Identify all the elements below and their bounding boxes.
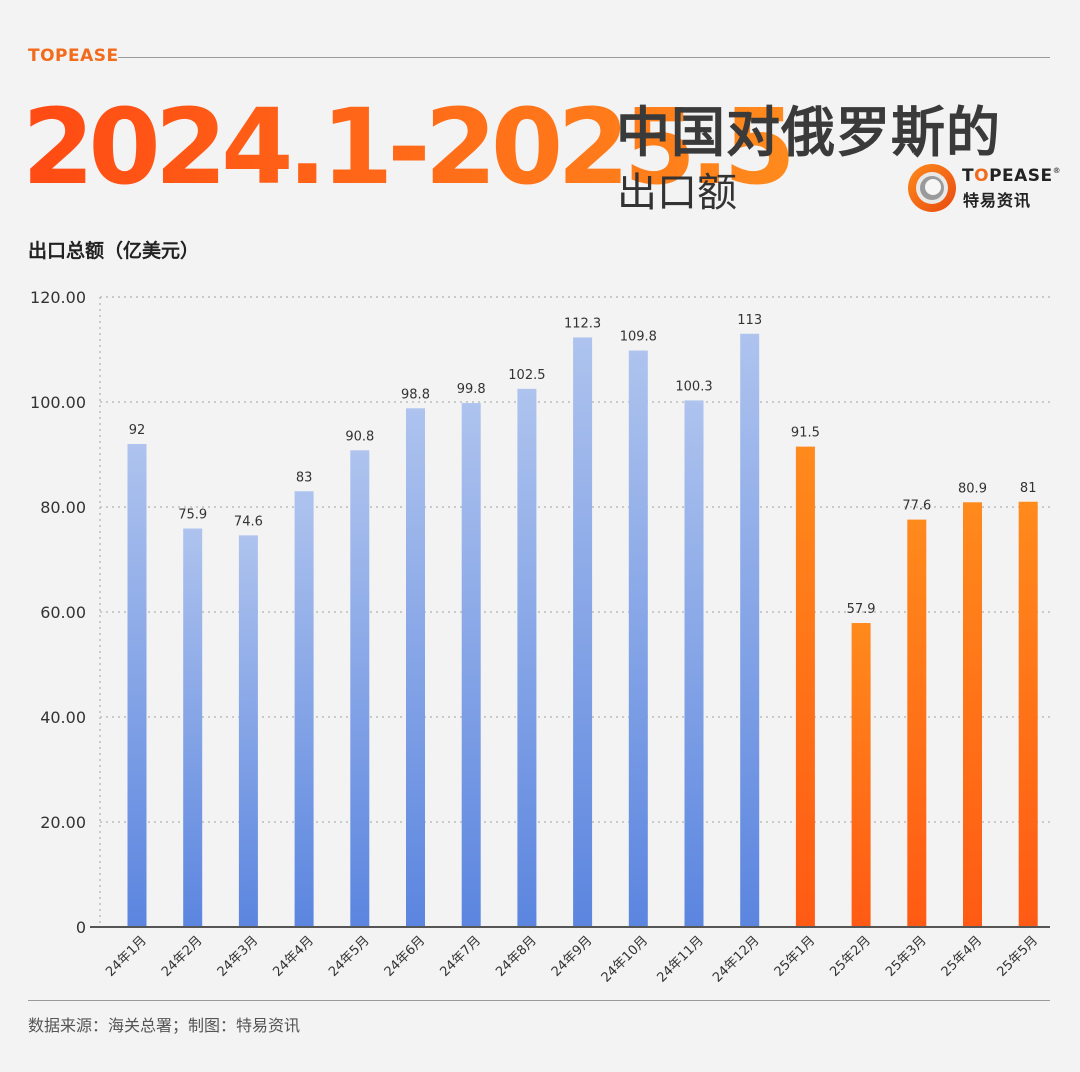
x-tick-label: 25年2月 bbox=[827, 933, 874, 980]
x-tick-label: 24年3月 bbox=[215, 933, 262, 980]
x-tick-label: 24年8月 bbox=[493, 933, 540, 980]
bar bbox=[851, 623, 871, 927]
bar bbox=[740, 333, 760, 927]
topease-logo-icon bbox=[908, 164, 956, 212]
logo-text-en: TOPEASE® bbox=[962, 166, 1062, 186]
x-tick-label: 24年9月 bbox=[549, 933, 596, 980]
y-tick-label: 40.00 bbox=[40, 708, 86, 727]
page-title: 中国对俄罗斯的 bbox=[616, 101, 1001, 164]
bar bbox=[517, 388, 537, 927]
data-label: 83 bbox=[296, 470, 313, 485]
data-label: 98.8 bbox=[401, 387, 430, 402]
bar bbox=[183, 528, 203, 927]
bar bbox=[573, 337, 593, 927]
x-tick-label: 24年12月 bbox=[710, 933, 762, 985]
x-tick-label: 24年7月 bbox=[437, 933, 484, 980]
page-subtitle: 出口额 bbox=[617, 170, 737, 216]
bar bbox=[1018, 501, 1038, 927]
data-label: 81 bbox=[1020, 481, 1037, 496]
x-tick-label: 24年10月 bbox=[599, 933, 651, 985]
y-tick-label: 80.00 bbox=[40, 498, 86, 517]
bar-chart: 0 20.00 40.00 60.00 80.00 100.00 120.00 92 24年1月… bbox=[30, 288, 1050, 986]
x-tick-label: 25年5月 bbox=[994, 933, 1041, 980]
y-tick-label: 120.00 bbox=[30, 288, 86, 307]
bar bbox=[907, 519, 927, 927]
bar bbox=[461, 403, 481, 927]
x-tick-label: 24年2月 bbox=[159, 933, 206, 980]
data-label: 57.9 bbox=[847, 602, 876, 617]
x-tick-label: 24年4月 bbox=[270, 933, 317, 980]
date-range-title: 2024.1-2025.5 bbox=[22, 82, 796, 212]
x-tick-label: 24年11月 bbox=[654, 933, 706, 985]
data-label: 109.8 bbox=[620, 330, 657, 345]
bottom-divider bbox=[28, 1000, 1050, 1001]
y-tick-label: 60.00 bbox=[40, 603, 86, 622]
data-label: 75.9 bbox=[178, 508, 207, 523]
data-label: 74.6 bbox=[234, 514, 263, 529]
bar bbox=[406, 408, 425, 927]
data-label: 102.5 bbox=[508, 368, 545, 383]
y-tick-label: 0 bbox=[76, 918, 86, 937]
bar bbox=[350, 450, 370, 927]
data-label: 80.9 bbox=[958, 481, 987, 496]
brand-small-text: TOPEASE bbox=[28, 46, 119, 66]
y-tick-label: 20.00 bbox=[40, 813, 86, 832]
top-divider bbox=[118, 57, 1050, 58]
x-tick-label: 24年6月 bbox=[382, 933, 429, 980]
data-label: 91.5 bbox=[791, 426, 820, 441]
data-label: 90.8 bbox=[345, 429, 374, 444]
bar bbox=[795, 446, 815, 927]
x-tick-label: 25年4月 bbox=[939, 933, 986, 980]
topease-logo: TOPEASE® 特易资讯 bbox=[906, 162, 1061, 214]
data-label: 113 bbox=[737, 313, 762, 328]
x-tick-label: 25年3月 bbox=[883, 933, 930, 980]
data-label: 100.3 bbox=[675, 379, 712, 394]
bar bbox=[127, 444, 147, 927]
y-axis-label: 出口总额（亿美元） bbox=[28, 240, 200, 262]
data-label: 99.8 bbox=[457, 382, 486, 397]
x-tick-label: 24年5月 bbox=[326, 933, 373, 980]
bar bbox=[963, 502, 982, 927]
y-tick-label: 100.00 bbox=[30, 393, 86, 412]
x-tick-label: 25年1月 bbox=[772, 933, 819, 980]
bar bbox=[684, 400, 704, 927]
data-label: 112.3 bbox=[564, 316, 601, 331]
bar bbox=[238, 535, 258, 927]
logo-text-cn: 特易资讯 bbox=[963, 191, 1032, 210]
bar bbox=[294, 491, 314, 927]
data-label: 77.6 bbox=[902, 499, 931, 514]
x-tick-label: 24年1月 bbox=[103, 933, 150, 980]
source-note: 数据来源：海关总署；制图：特易资讯 bbox=[28, 1016, 301, 1035]
data-label: 92 bbox=[129, 423, 146, 438]
bar bbox=[628, 350, 648, 927]
